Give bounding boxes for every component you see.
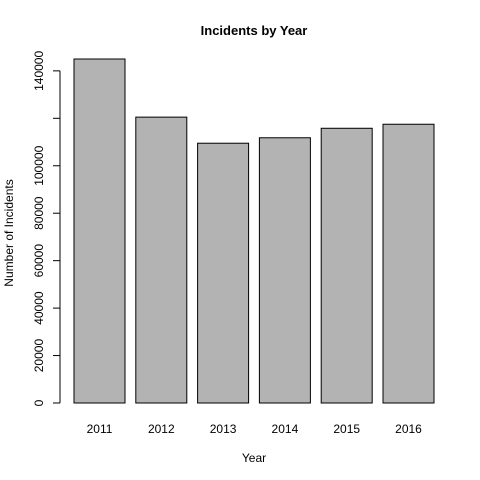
- x-tick-label: 2013: [210, 422, 237, 436]
- x-tick-label: 2012: [148, 422, 175, 436]
- y-tick-label: 60000: [32, 244, 46, 278]
- y-axis-label: Number of Incidents: [2, 179, 16, 286]
- bar-2015: [321, 128, 372, 403]
- y-tick-label: 20000: [32, 339, 46, 373]
- x-axis-tick-labels: 2011 2012 2013 2014 2015 2016: [87, 422, 423, 436]
- y-tick-label: 0: [32, 399, 46, 406]
- y-tick-label: 140000: [32, 51, 46, 91]
- bars: [74, 59, 434, 403]
- bar-2014: [259, 138, 310, 403]
- y-tick-label: 80000: [32, 196, 46, 230]
- x-tick-label: 2014: [272, 422, 299, 436]
- chart-title: Incidents by Year: [201, 23, 308, 38]
- x-tick-label: 2016: [395, 422, 422, 436]
- y-axis: 0 20000 40000 60000 80000 100000 140000: [32, 51, 60, 407]
- bar-2011: [74, 59, 125, 403]
- y-tick-label: 100000: [32, 145, 46, 185]
- bar-2016: [383, 124, 434, 403]
- y-tick-label: 40000: [32, 291, 46, 325]
- x-tick-label: 2015: [333, 422, 360, 436]
- bar-2012: [136, 117, 187, 403]
- bar-2013: [198, 143, 249, 403]
- x-axis-label: Year: [242, 451, 266, 465]
- x-tick-label: 2011: [87, 422, 113, 436]
